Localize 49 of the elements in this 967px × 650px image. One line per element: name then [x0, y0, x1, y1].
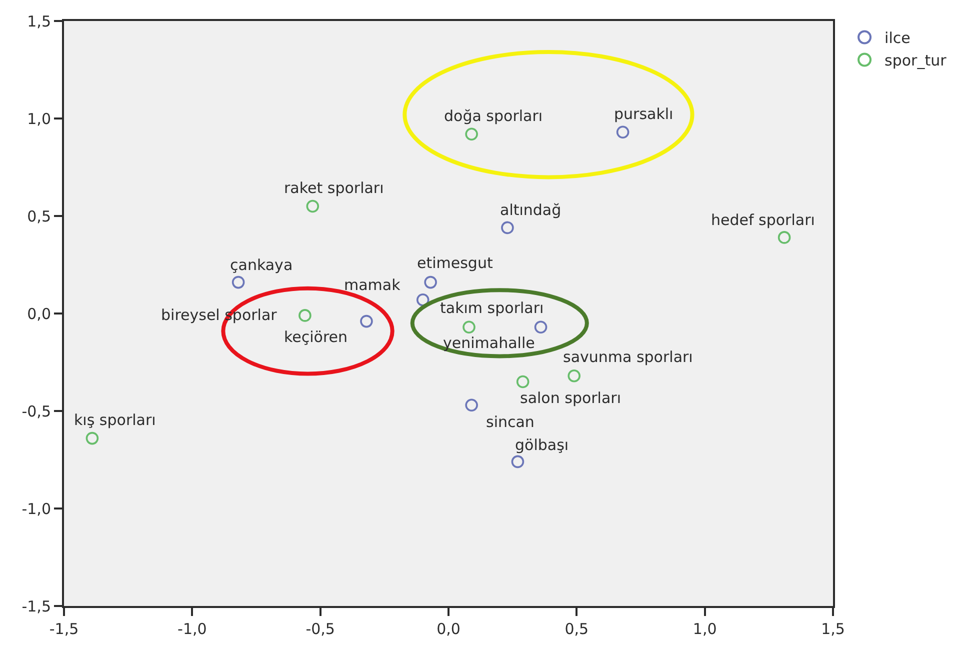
x-tick-label: -1,5 [49, 620, 79, 638]
point [465, 398, 478, 412]
x-tick-label: 1,0 [692, 620, 717, 638]
legend-label: spor_tur [884, 52, 948, 70]
annotation: raket sporları [284, 179, 384, 197]
x-tick-label: -0,5 [306, 620, 335, 638]
x-tick-label: 1,5 [821, 620, 845, 638]
point [568, 370, 580, 382]
annotation: pursaklı [614, 105, 674, 123]
annotation: altındağ [500, 201, 562, 219]
annotation: sincan [486, 413, 534, 431]
point [534, 320, 548, 334]
point [511, 455, 524, 468]
y-tick-label: 0,5 [27, 207, 51, 226]
point [501, 221, 514, 234]
y-tick-label: -1,0 [22, 500, 51, 518]
annotation: doğa sporları [444, 107, 543, 125]
point [516, 375, 530, 388]
y-tick-label: 1,0 [27, 110, 51, 128]
x-tick-label: 0,5 [564, 620, 589, 638]
legend-label: ilce [884, 29, 910, 48]
annotation: mamak [344, 276, 401, 294]
point [462, 320, 476, 334]
x-tick-label: 0,0 [436, 620, 460, 638]
point [778, 231, 791, 244]
y-tick-label: -1,5 [22, 597, 51, 616]
point [232, 276, 245, 289]
annotation: kış sporları [74, 411, 156, 429]
annotation: yenimahalle [443, 334, 535, 352]
annotation: etimesgut [417, 254, 493, 272]
annotation: keçiören [284, 328, 348, 346]
y-tick-label: 1,5 [27, 12, 51, 30]
x-tick-label: -1,0 [178, 620, 207, 638]
annotation: savunma sporları [563, 348, 693, 366]
y-tick-label: 0,0 [27, 304, 51, 323]
point [306, 200, 320, 213]
point [465, 128, 478, 140]
annotation: takım sporları [440, 299, 544, 317]
annotation: gölbaşı [515, 436, 569, 454]
point [86, 432, 99, 445]
point [360, 314, 373, 328]
point [298, 309, 312, 322]
annotation: hedef sporları [711, 211, 815, 229]
point [416, 293, 430, 306]
y-tick-label: -0,5 [22, 402, 51, 420]
point [424, 276, 437, 289]
point [616, 126, 630, 139]
annotation: salon sporları [520, 389, 622, 407]
annotation: çankaya [230, 256, 293, 274]
